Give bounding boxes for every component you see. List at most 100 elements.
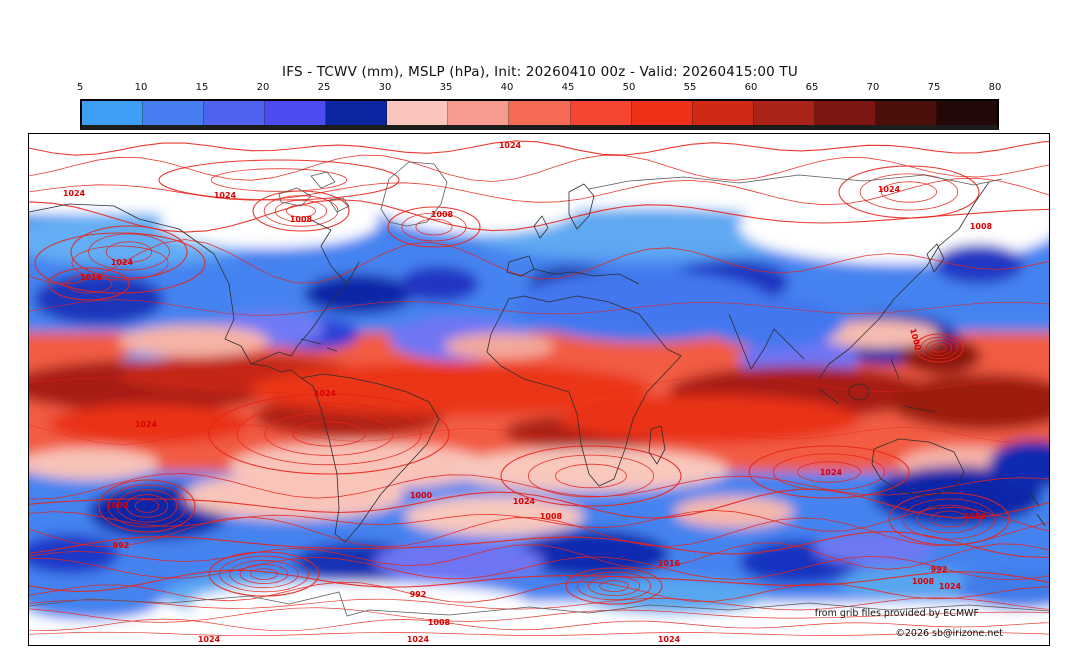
isobar-line (29, 424, 1049, 445)
isobar-ring (387, 206, 481, 248)
colorbar-tick: 70 (866, 82, 880, 93)
isobar-ring (208, 393, 450, 475)
colorbar-tick: 50 (622, 82, 636, 93)
colorbar-tick: 40 (500, 82, 514, 93)
pressure-label: 1024 (878, 185, 901, 194)
isobar-line (29, 555, 1049, 580)
pressure-label: 1024 (499, 141, 522, 150)
colorbar-tick: 20 (256, 82, 270, 93)
isobar-ring (71, 245, 169, 281)
isobar-ring (555, 463, 627, 489)
isobar-ring (250, 568, 278, 580)
pressure-label: 1024 (820, 468, 843, 477)
pressure-labels: 1024 1024 1024 1008 1008 1024 1008 1024 1016 1000… (63, 141, 993, 644)
isobar-ring (914, 333, 964, 363)
isobar-ring (105, 241, 153, 263)
isobar-ring (527, 454, 655, 498)
africa-coast (486, 295, 682, 487)
pressure-label: 1016 (658, 559, 681, 568)
pressure-label: 1016 (80, 273, 103, 282)
isobar-ring (859, 173, 959, 211)
isobar-line (29, 373, 1049, 395)
isobar-ring (797, 461, 861, 483)
isobar-line (29, 488, 1049, 519)
isobar-ring (772, 453, 886, 491)
isobar-ring (925, 340, 953, 356)
isobar-line (29, 569, 1049, 592)
isobar-line (29, 607, 1049, 623)
isobar-ring (239, 564, 289, 584)
isobar-ring (70, 225, 188, 279)
madagascar-coast (648, 425, 666, 465)
isobar-ring (274, 199, 328, 223)
isobar-ring (48, 267, 130, 301)
greenland-coast (380, 161, 448, 227)
isobar-ring (116, 489, 178, 523)
pressure-label: 1000 (106, 501, 129, 510)
isobar-ring (500, 445, 682, 507)
colorbar-segment (326, 101, 388, 125)
colorbar-segment (448, 101, 510, 125)
pressure-label: 1024 (214, 191, 237, 200)
siberia-coast (588, 174, 1003, 190)
pressure-label: 992 (931, 565, 948, 574)
isobar-ring (264, 412, 394, 456)
pressure-label: 992 (410, 590, 427, 599)
colorbar-tick: 35 (439, 82, 453, 93)
isobar-ring (599, 580, 629, 592)
pressure-label: 1000 (410, 491, 433, 500)
isobar-ring (930, 510, 968, 528)
pressure-label: 1024 (939, 582, 962, 591)
isobar-ring (236, 402, 422, 466)
isobar-ring (34, 232, 206, 294)
attribution-copyright: ©2026 sb@irizone.net (895, 628, 1003, 639)
colorbar-tick: 15 (195, 82, 209, 93)
isobar-line (29, 239, 1049, 284)
pressure-label: 1008 (912, 577, 935, 586)
isobar-ring (263, 195, 339, 227)
pressure-label: 1008 (540, 512, 563, 521)
isobar-ring (881, 181, 938, 203)
arctic-islands-coast (278, 171, 350, 213)
isobar-line (29, 140, 1049, 156)
pressure-label: 1024 (314, 389, 337, 398)
colorbar-tick-row: 5 10 15 20 25 30 35 40 45 50 55 60 65 70 75 80 (0, 82, 1080, 96)
isobar-ring (107, 484, 187, 528)
colorbar-segment (265, 101, 327, 125)
isobar-ring (125, 494, 169, 518)
isobar-line (29, 473, 1049, 500)
isobar-ring (210, 168, 348, 192)
isobar-ring (158, 159, 400, 201)
colorbar-tick: 25 (317, 82, 331, 93)
isobar-line (29, 631, 1049, 637)
isobar-ring (134, 499, 160, 513)
north-america-west-coast (29, 203, 302, 379)
isobar-ring (920, 336, 958, 360)
isobar-ring (292, 421, 366, 447)
isobar-ring (286, 204, 316, 218)
colorbar-segment (814, 101, 876, 125)
mslp-isobars (29, 140, 1049, 637)
isobar-ring (565, 567, 663, 605)
pressure-label: 1024 (63, 189, 86, 198)
isobar-ring (888, 492, 1010, 546)
pressure-label: 1024 (407, 635, 430, 644)
isobar-line (29, 597, 1049, 611)
isobar-ring (587, 575, 641, 596)
isobar-ring (208, 551, 320, 597)
colorbar-segment (875, 101, 937, 125)
colorbar-segment (387, 101, 449, 125)
isobar-ring (838, 165, 980, 219)
isobar-ring (748, 445, 910, 499)
isobar-ring (98, 479, 196, 533)
map-canvas: 1024 1024 1024 1008 1008 1024 1008 1024 1016 1000… (28, 133, 1050, 646)
colorbar-segment (204, 101, 266, 125)
pressure-label: 1024 (513, 497, 536, 506)
attribution-source: from grib files provided by ECMWF (814, 608, 979, 619)
pressure-label: 1008 (290, 215, 313, 224)
pressure-label: 1024 (198, 635, 221, 644)
colorbar-segment (936, 101, 997, 125)
india-coast (728, 313, 805, 370)
colorbar-tick: 10 (134, 82, 148, 93)
